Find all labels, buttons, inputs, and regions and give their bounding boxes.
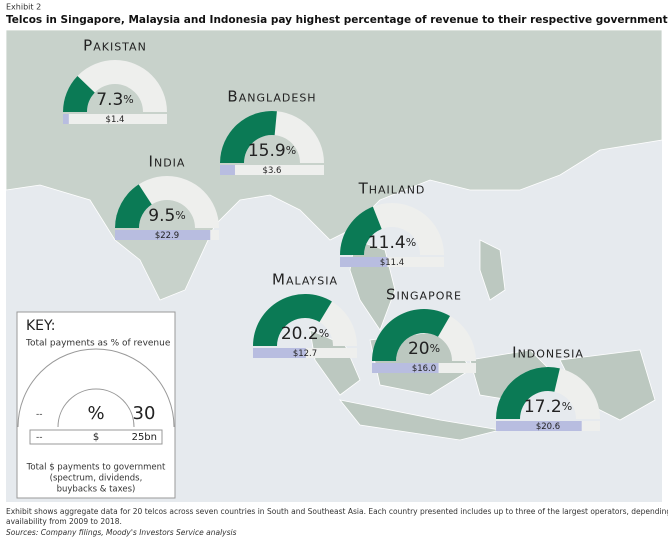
gauge-fill xyxy=(496,366,560,419)
gauge-fill xyxy=(340,206,382,255)
bar-track xyxy=(63,114,167,124)
percent-unit: % xyxy=(406,236,416,249)
payment-label: $22.9 xyxy=(155,231,179,241)
country-name: Singapore xyxy=(386,286,462,304)
footnote: availability from 2009 to 2018. xyxy=(6,517,122,526)
key-gauge-max: 30 xyxy=(133,403,156,424)
bar xyxy=(340,257,388,267)
footnote: Exhibit shows aggregate data for 20 telc… xyxy=(6,507,668,516)
sources: Sources: Company filings, Moody's Invest… xyxy=(6,528,237,537)
payment-label: $16.0 xyxy=(412,364,436,374)
key-bar-label: buybacks & taxes) xyxy=(57,485,136,495)
percent-label: 11.4% xyxy=(368,233,416,253)
key-dollar: $ xyxy=(93,432,99,443)
payment-label: $3.6 xyxy=(263,166,282,176)
key-bar-label: (spectrum, dividends, xyxy=(50,474,143,484)
key-gauge-label: Total payments as % of revenue xyxy=(25,339,171,349)
country-name: Thailand xyxy=(358,180,426,198)
country-name: Bangladesh xyxy=(227,88,316,106)
bar-track xyxy=(340,257,444,267)
payment-label: $11.4 xyxy=(380,258,404,268)
percent-value: 7.3 xyxy=(96,90,123,110)
gauge-fill xyxy=(220,110,277,163)
percent-value: 15.9 xyxy=(248,141,286,161)
key-dash: -- xyxy=(36,433,43,443)
title: Telcos in Singapore, Malaysia and Indone… xyxy=(6,14,668,26)
country-name: India xyxy=(149,153,186,171)
gauge-fill xyxy=(115,184,152,228)
bar-track xyxy=(220,165,324,175)
bar xyxy=(220,165,235,175)
country-name: Malaysia xyxy=(272,271,338,289)
percent-unit: % xyxy=(175,209,185,222)
key-box xyxy=(16,311,176,499)
bar xyxy=(115,230,211,240)
percent-unit: % xyxy=(319,327,329,340)
bar xyxy=(63,114,69,124)
exhibit: Exhibit 2 xyxy=(6,3,41,12)
key-bar xyxy=(29,429,163,445)
key-bar-label: Total $ payments to government xyxy=(26,463,166,473)
key-percent: % xyxy=(87,403,104,424)
payment-label: $12.7 xyxy=(293,349,317,359)
key-bar-max: 25bn xyxy=(132,432,157,443)
percent-value: 17.2 xyxy=(524,397,562,417)
percent-value: 20.2 xyxy=(281,324,319,344)
percent-label: 17.2% xyxy=(524,397,572,417)
percent-label: 20% xyxy=(408,339,440,359)
percent-label: 20.2% xyxy=(281,324,329,344)
percent-unit: % xyxy=(562,400,572,413)
bar xyxy=(253,348,306,358)
country-name: Pakistan xyxy=(83,37,147,55)
payment-label: $1.4 xyxy=(106,115,125,125)
percent-value: 11.4 xyxy=(368,233,406,253)
bar xyxy=(496,421,582,431)
percent-label: 9.5% xyxy=(148,206,186,226)
key-dash: -- xyxy=(36,410,43,420)
percent-label: 15.9% xyxy=(248,141,296,161)
percent-value: 9.5 xyxy=(148,206,175,226)
percent-unit: % xyxy=(123,93,133,106)
key-gauge xyxy=(17,348,175,428)
gauge-fill xyxy=(253,293,332,346)
percent-value: 20 xyxy=(408,339,430,359)
bar xyxy=(372,363,439,373)
key-title: KEY: xyxy=(26,318,55,334)
payment-label: $20.6 xyxy=(536,422,560,432)
percent-unit: % xyxy=(430,342,440,355)
percent-unit: % xyxy=(286,144,296,157)
gauge-fill xyxy=(63,76,95,112)
country-name: Indonesia xyxy=(512,344,584,362)
gauge-fill xyxy=(372,309,450,361)
percent-label: 7.3% xyxy=(96,90,134,110)
